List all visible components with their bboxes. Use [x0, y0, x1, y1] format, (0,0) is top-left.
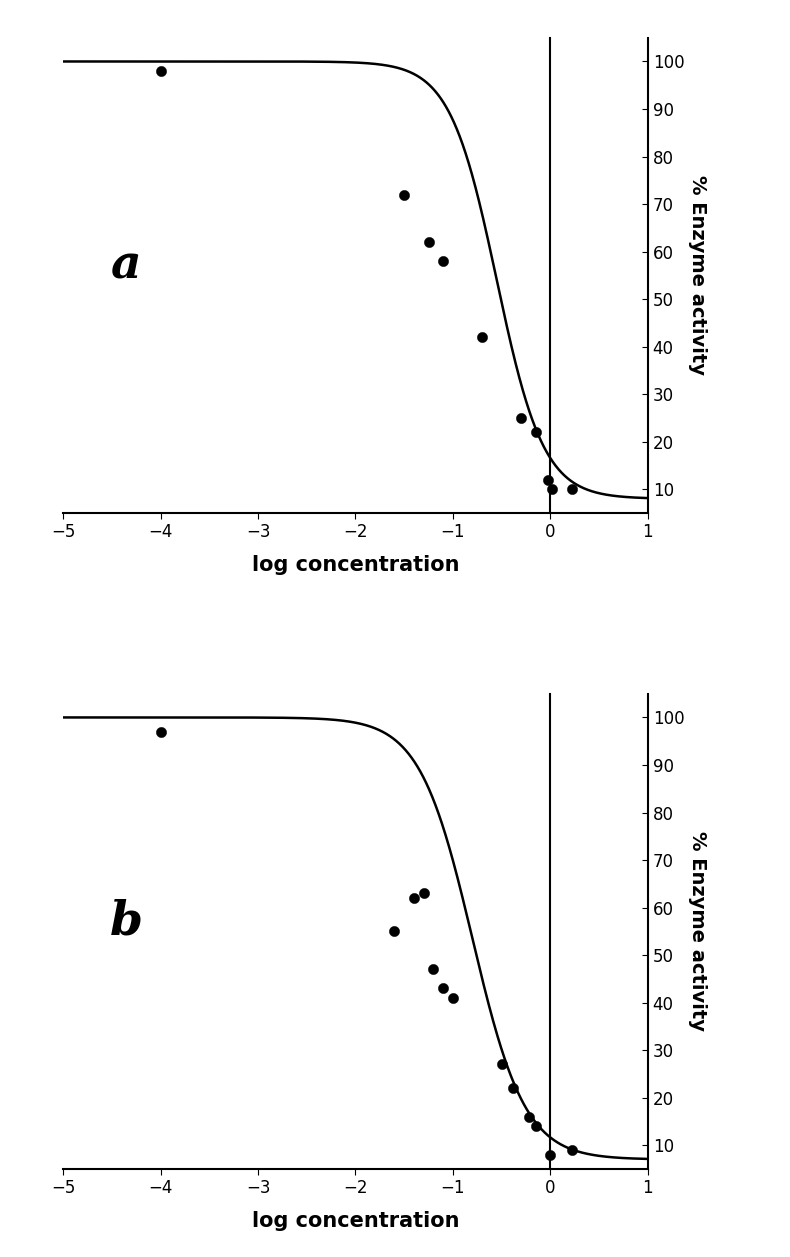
Point — [546, 479, 559, 499]
X-axis label: log concentration: log concentration — [252, 1212, 459, 1232]
Point — [154, 722, 167, 742]
Point — [507, 1079, 520, 1099]
Point — [437, 251, 450, 272]
Point — [154, 60, 167, 80]
X-axis label: log concentration: log concentration — [252, 556, 459, 576]
Text: a: a — [110, 243, 141, 289]
Text: b: b — [110, 899, 143, 945]
Point — [515, 409, 528, 429]
Point — [542, 470, 555, 490]
Point — [566, 1140, 578, 1160]
Point — [476, 327, 488, 347]
Point — [422, 233, 434, 253]
Point — [495, 1055, 508, 1075]
Point — [398, 185, 411, 205]
Y-axis label: % Enzyme activity: % Enzyme activity — [687, 831, 706, 1031]
Point — [388, 921, 401, 941]
Y-axis label: % Enzyme activity: % Enzyme activity — [687, 176, 706, 376]
Point — [529, 422, 542, 442]
Point — [437, 978, 450, 998]
Point — [529, 1116, 542, 1136]
Point — [544, 1145, 557, 1165]
Point — [566, 479, 578, 499]
Point — [523, 1106, 536, 1126]
Point — [427, 959, 440, 979]
Point — [446, 988, 459, 1008]
Point — [417, 884, 430, 904]
Point — [408, 887, 420, 908]
